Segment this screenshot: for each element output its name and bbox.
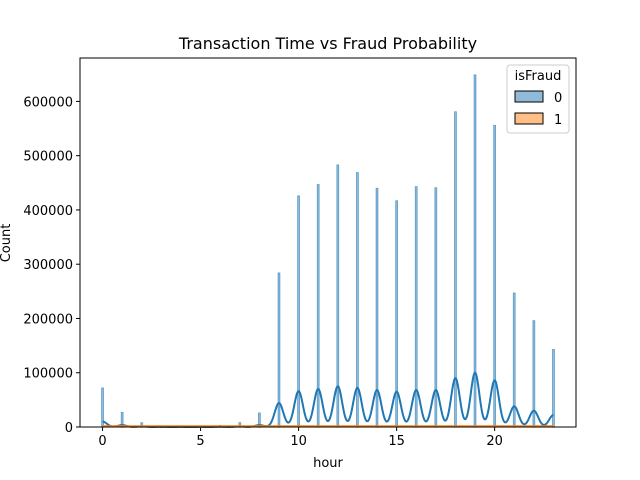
x-tick-label: 15 xyxy=(388,434,405,449)
y-axis-label: Count xyxy=(0,224,14,263)
y-tick-label: 600000 xyxy=(23,95,73,110)
chart-title: Transaction Time vs Fraud Probability xyxy=(178,34,477,53)
legend-label-1: 1 xyxy=(554,113,562,128)
y-tick-label: 0 xyxy=(65,421,73,436)
legend-swatch-1 xyxy=(514,112,544,125)
histogram-bars xyxy=(101,74,555,428)
y-tick-label: 500000 xyxy=(23,150,73,165)
x-tick-label: 10 xyxy=(290,434,307,449)
x-tick-label: 0 xyxy=(98,434,106,449)
kde-line-series-0 xyxy=(102,371,554,428)
x-axis-label: hour xyxy=(313,456,343,471)
x-tick-label: 20 xyxy=(486,434,503,449)
x-tick-label: 5 xyxy=(196,434,204,449)
y-tick-label: 100000 xyxy=(23,367,73,382)
kde-curves xyxy=(102,371,554,428)
axes-ticks: 0 5 10 15 20 0 100000 200000 300000 400000 500000 6… xyxy=(23,95,503,449)
legend-label-0: 0 xyxy=(554,91,562,106)
y-tick-label: 300000 xyxy=(23,258,73,273)
plot-frame xyxy=(79,57,577,428)
legend-swatch-0 xyxy=(514,90,544,103)
legend: isFraud 0 1 xyxy=(506,64,570,134)
legend-title: isFraud xyxy=(515,69,562,84)
y-tick-label: 200000 xyxy=(23,312,73,327)
y-tick-label: 400000 xyxy=(23,204,73,219)
